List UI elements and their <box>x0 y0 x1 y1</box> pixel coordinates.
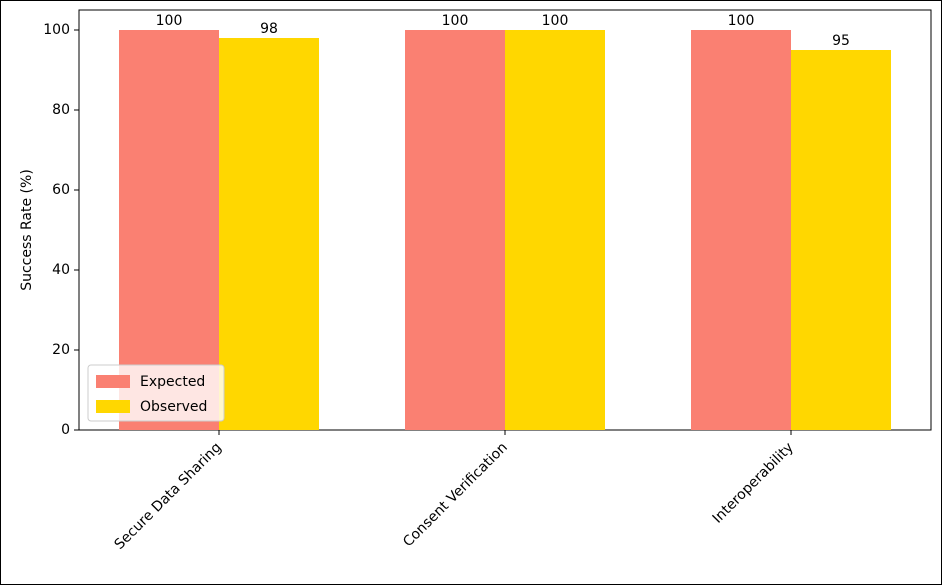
bar-expected-2 <box>691 30 791 430</box>
y-axis-label: Success Rate (%) <box>19 169 35 291</box>
legend-label-observed: Observed <box>140 399 207 415</box>
bar-observed-2 <box>791 50 891 430</box>
y-axis: 0 20 40 60 80 100 <box>43 22 79 438</box>
legend-swatch-expected <box>96 375 130 388</box>
bar-labels: 100 100 100 98 100 95 <box>156 13 850 49</box>
x-axis: Secure Data Sharing Consent Verification I… <box>112 430 797 553</box>
bar-value-label: 100 <box>156 13 183 29</box>
y-tick-label: 20 <box>52 342 70 358</box>
bar-observed-1 <box>505 30 605 430</box>
x-tick-label: Secure Data Sharing <box>112 440 225 553</box>
y-tick-label: 100 <box>43 22 70 38</box>
bars <box>119 30 891 430</box>
bar-observed-0 <box>219 38 319 430</box>
x-tick-label: Consent Verification <box>400 440 511 551</box>
legend-label-expected: Expected <box>140 374 205 390</box>
bar-expected-1 <box>405 30 505 430</box>
bar-value-label: 100 <box>442 13 469 29</box>
y-tick-label: 60 <box>52 182 70 198</box>
legend-swatch-observed <box>96 400 130 413</box>
y-tick-label: 40 <box>52 262 70 278</box>
bar-value-label: 100 <box>542 13 569 29</box>
bar-value-label: 98 <box>260 21 278 37</box>
legend: Expected Observed <box>87 364 225 422</box>
y-tick-label: 80 <box>52 102 70 118</box>
y-tick-label: 0 <box>61 422 70 438</box>
bar-value-label: 100 <box>728 13 755 29</box>
x-tick-label: Interoperability <box>710 440 797 527</box>
bar-expected-0 <box>119 30 219 430</box>
bar-value-label: 95 <box>832 33 850 49</box>
